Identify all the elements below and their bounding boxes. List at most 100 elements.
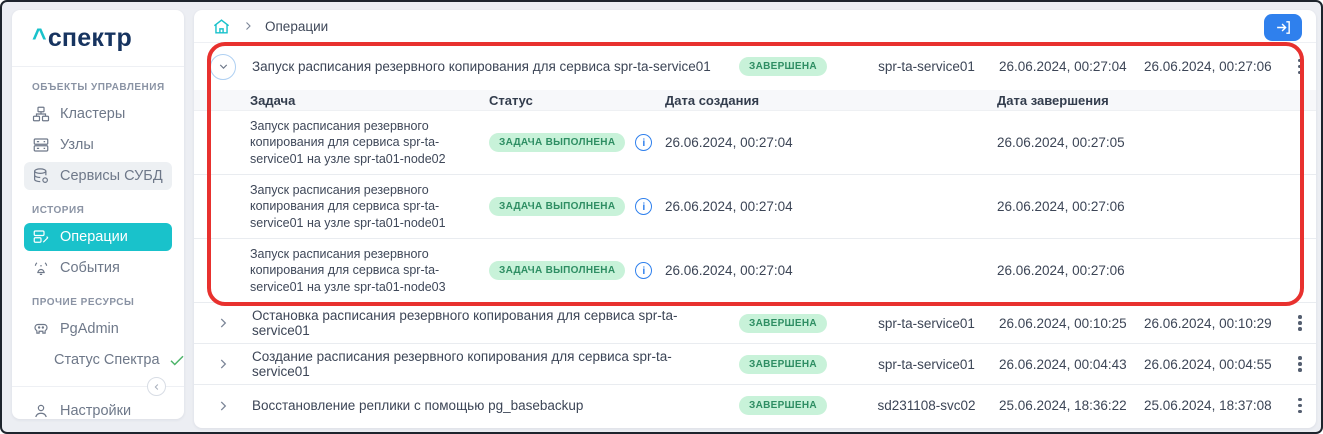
service-name: spr-ta-service01: [878, 315, 975, 331]
section-history: ИСТОРИЯ: [32, 205, 85, 216]
operation-title: Создание расписания резервного копирован…: [252, 349, 672, 379]
status-badge: ЗАВЕРШЕНА: [739, 57, 827, 76]
logo: ^спектр: [12, 10, 184, 67]
service-name: sd231108-svc02: [877, 398, 976, 413]
operation-row[interactable]: Остановка расписания резервного копирова…: [194, 303, 1316, 344]
task-created-date: 26.06.2024, 00:27:04: [665, 135, 793, 150]
expand-row-button[interactable]: [216, 316, 230, 330]
info-icon[interactable]: i: [635, 198, 653, 215]
service-name: spr-ta-service01: [878, 356, 975, 372]
tasks-table-header: Задача Статус Дата создания Дата заверше…: [194, 90, 1316, 111]
sidebar-item-settings[interactable]: Настройки: [24, 397, 172, 425]
row-menu-kebab-icon[interactable]: [1294, 394, 1306, 418]
task-status-badge: ЗАДАЧА ВЫПОЛНЕНА: [489, 133, 626, 152]
chevron-down-icon: [219, 64, 227, 69]
task-title: Запуск расписания резервного копирования…: [250, 118, 446, 166]
operation-title: Остановка расписания резервного копирова…: [252, 308, 678, 338]
collapse-row-button[interactable]: [210, 53, 236, 80]
breadcrumb-chevron-icon: [246, 22, 251, 30]
task-title: Запуск расписания резервного копирования…: [250, 246, 446, 294]
sidebar-item-label: Настройки: [60, 403, 132, 419]
operations-icon: [33, 230, 49, 243]
status-badge: ЗАВЕРШЕНА: [739, 396, 827, 415]
sidebar-item-label: Операции: [60, 229, 128, 245]
created-date: 26.06.2024, 00:04:43: [999, 356, 1127, 372]
expand-row-button[interactable]: [216, 399, 230, 413]
service-name: spr-ta-service01: [878, 59, 975, 74]
sidebar-item-clusters[interactable]: Кластеры: [24, 100, 172, 128]
home-icon[interactable]: [212, 17, 231, 36]
pgadmin-elephant-icon: [34, 323, 48, 334]
created-date: 26.06.2024, 00:27:04: [999, 59, 1127, 74]
sidebar-item-label: PgAdmin: [60, 321, 119, 337]
task-status-badge: ЗАДАЧА ВЫПОЛНЕНА: [489, 197, 626, 216]
logo-text: спектр: [47, 23, 132, 52]
operation-title: Восстановление реплики с помощью pg_base…: [252, 398, 584, 413]
section-management-objects: ОБЪЕКТЫ УПРАВЛЕНИЯ: [32, 82, 165, 93]
logo-caret: ^: [32, 23, 47, 52]
task-created-date: 26.06.2024, 00:27:04: [665, 199, 793, 214]
operation-row[interactable]: Создание расписания резервного копирован…: [194, 344, 1316, 385]
status-badge: ЗАВЕРШЕНА: [739, 313, 827, 333]
chevron-left-icon: [154, 383, 158, 390]
task-row: Запуск расписания резервного копирования…: [194, 239, 1316, 303]
task-finished-date: 26.06.2024, 00:27:06: [997, 263, 1125, 278]
task-title: Запуск расписания резервного копирования…: [250, 182, 446, 230]
expand-row-button[interactable]: [216, 357, 230, 371]
login-arrow-icon: [1276, 21, 1290, 34]
sidebar-divider: [12, 377, 184, 396]
sidebar-item-label: Сервисы СУБД: [60, 168, 163, 184]
user-settings-icon: [35, 404, 47, 418]
status-badge: ЗАВЕРШЕНА: [739, 354, 827, 374]
column-header-created: Дата создания: [665, 92, 760, 108]
operation-row[interactable]: Запуск расписания резервного копирования…: [194, 43, 1316, 90]
nodes-icon: [33, 138, 49, 152]
task-created-date: 26.06.2024, 00:27:04: [665, 263, 793, 278]
sidebar-item-label: Кластеры: [60, 106, 126, 122]
operation-row[interactable]: Восстановление реплики с помощью pg_base…: [194, 385, 1316, 426]
column-header-status: Статус: [489, 92, 533, 108]
sidebar-item-pgadmin[interactable]: PgAdmin: [24, 315, 172, 343]
finished-date: 26.06.2024, 00:27:06: [1144, 59, 1272, 74]
row-menu-kebab-icon[interactable]: [1294, 311, 1306, 335]
sidebar: ^спектр ОБЪЕКТЫ УПРАВЛЕНИЯ Кластеры Узлы…: [12, 10, 184, 419]
sidebar-item-nodes[interactable]: Узлы: [24, 131, 172, 159]
operations-panel: Операции Запуск расписания резервного ко…: [194, 10, 1316, 428]
events-bell-icon: [34, 262, 48, 275]
sidebar-item-label: Статус Спектра: [54, 352, 160, 368]
login-button[interactable]: [1264, 14, 1302, 41]
chevron-right-icon: [220, 400, 227, 411]
task-row: Запуск расписания резервного копирования…: [194, 175, 1316, 239]
sidebar-item-label: События: [60, 260, 120, 276]
created-date: 26.06.2024, 00:10:25: [999, 315, 1127, 331]
sidebar-item-db-services[interactable]: Сервисы СУБД: [24, 162, 172, 190]
task-row: Запуск расписания резервного копирования…: [194, 111, 1316, 175]
info-icon[interactable]: i: [635, 134, 653, 151]
breadcrumb-current-page: Операции: [265, 18, 329, 34]
sidebar-item-events[interactable]: События: [24, 254, 172, 282]
sidebar-collapse-button[interactable]: [147, 377, 166, 396]
sidebar-item-spektr-status[interactable]: Статус Спектра: [24, 346, 184, 374]
sidebar-item-operations[interactable]: Операции: [24, 223, 172, 251]
sidebar-item-label: Узлы: [60, 137, 94, 153]
info-icon[interactable]: i: [635, 262, 653, 279]
chevron-right-icon: [220, 359, 227, 369]
row-menu-kebab-icon[interactable]: [1294, 55, 1306, 79]
chevron-right-icon: [220, 318, 227, 328]
clusters-icon: [32, 106, 50, 122]
row-menu-kebab-icon[interactable]: [1294, 352, 1306, 376]
created-date: 25.06.2024, 18:36:22: [999, 398, 1127, 413]
task-finished-date: 26.06.2024, 00:27:05: [997, 135, 1125, 150]
database-icon: [34, 168, 48, 183]
finished-date: 26.06.2024, 00:04:55: [1144, 356, 1272, 372]
finished-date: 25.06.2024, 18:37:08: [1144, 398, 1272, 413]
operation-title: Запуск расписания резервного копирования…: [252, 59, 711, 74]
breadcrumb: Операции: [194, 10, 1316, 43]
column-header-task: Задача: [250, 92, 296, 108]
operation-group-expanded: Запуск расписания резервного копирования…: [194, 43, 1316, 303]
task-finished-date: 26.06.2024, 00:27:06: [997, 199, 1125, 214]
column-header-finished: Дата завершения: [997, 92, 1109, 108]
section-other-resources: ПРОЧИЕ РЕСУРСЫ: [32, 297, 135, 308]
task-status-badge: ЗАДАЧА ВЫПОЛНЕНА: [489, 261, 626, 280]
